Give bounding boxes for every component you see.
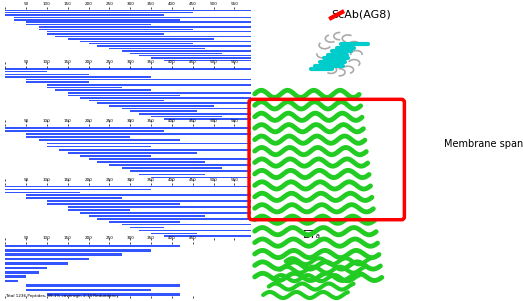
Bar	[26, 24, 151, 25]
Bar	[122, 108, 251, 109]
Bar	[26, 194, 251, 196]
Bar	[88, 43, 192, 45]
Bar	[139, 230, 251, 231]
Bar	[5, 258, 88, 260]
Bar	[122, 50, 251, 52]
Bar	[97, 45, 251, 47]
Bar	[26, 136, 130, 138]
Bar	[151, 232, 197, 234]
Bar	[26, 284, 180, 287]
Bar	[67, 38, 213, 40]
Bar	[39, 139, 180, 141]
Bar	[151, 177, 251, 178]
Bar	[97, 218, 251, 220]
Bar	[151, 57, 251, 59]
Bar	[80, 41, 251, 42]
Bar	[55, 36, 251, 37]
Bar	[139, 113, 251, 115]
Bar	[5, 12, 192, 13]
Bar	[47, 31, 251, 33]
Bar	[5, 73, 88, 75]
Bar	[130, 53, 222, 54]
Bar	[109, 164, 251, 166]
Bar	[26, 133, 251, 135]
Bar	[88, 100, 164, 101]
Bar	[60, 149, 251, 150]
Text: Total 1236 Peptides, 99.1% coverage, 2.14 Redundancy: Total 1236 Peptides, 99.1% coverage, 2.1…	[5, 294, 119, 298]
Bar	[5, 249, 151, 252]
Bar	[109, 105, 213, 107]
Bar	[26, 79, 251, 80]
Bar	[80, 155, 151, 157]
Bar	[67, 152, 197, 154]
Bar	[5, 14, 164, 16]
Bar	[5, 267, 47, 269]
Bar	[5, 262, 67, 265]
Bar	[97, 102, 251, 104]
Bar	[39, 26, 251, 28]
Bar	[47, 84, 251, 85]
Bar	[26, 21, 251, 23]
Bar	[47, 293, 180, 296]
Bar	[26, 289, 151, 291]
Bar	[26, 81, 88, 83]
Text: ScAb(AG8): ScAb(AG8)	[331, 9, 391, 19]
Bar	[80, 97, 251, 99]
Bar	[67, 206, 251, 208]
Bar	[122, 167, 222, 169]
Bar	[130, 110, 197, 112]
Bar	[5, 76, 151, 78]
Bar	[5, 71, 47, 73]
Bar	[5, 127, 251, 129]
Bar	[47, 143, 251, 144]
Bar	[164, 60, 251, 61]
Text: ETₐ: ETₐ	[303, 230, 321, 240]
Bar	[47, 203, 180, 205]
Bar	[47, 200, 251, 202]
Bar	[97, 161, 205, 163]
Bar	[5, 191, 80, 193]
Bar	[151, 116, 222, 117]
Bar	[88, 215, 205, 217]
Text: Membrane spanning region: Membrane spanning region	[444, 139, 523, 150]
Bar	[164, 118, 251, 120]
Bar	[67, 209, 130, 211]
Bar	[5, 189, 151, 191]
Bar	[67, 92, 251, 94]
Bar	[5, 275, 26, 278]
Bar	[80, 212, 251, 214]
Bar	[14, 17, 251, 18]
Bar	[39, 29, 192, 30]
Bar	[5, 271, 39, 274]
Bar	[109, 48, 205, 49]
Bar	[5, 10, 251, 11]
Bar	[47, 33, 164, 35]
Bar	[130, 227, 164, 228]
Bar	[5, 68, 251, 70]
Bar	[5, 245, 180, 247]
Bar	[164, 235, 251, 237]
Bar	[67, 95, 180, 96]
Bar	[26, 197, 122, 199]
Bar	[130, 170, 251, 172]
Bar	[88, 158, 251, 160]
Bar	[14, 19, 180, 20]
Bar	[5, 186, 251, 188]
Bar	[47, 87, 122, 88]
Bar	[122, 224, 251, 225]
Bar	[139, 173, 205, 175]
Bar	[109, 221, 180, 222]
Bar	[47, 146, 151, 147]
Bar	[5, 253, 122, 256]
Bar	[5, 280, 18, 282]
Bar	[139, 55, 251, 57]
Bar	[55, 89, 151, 91]
Bar	[5, 130, 164, 132]
